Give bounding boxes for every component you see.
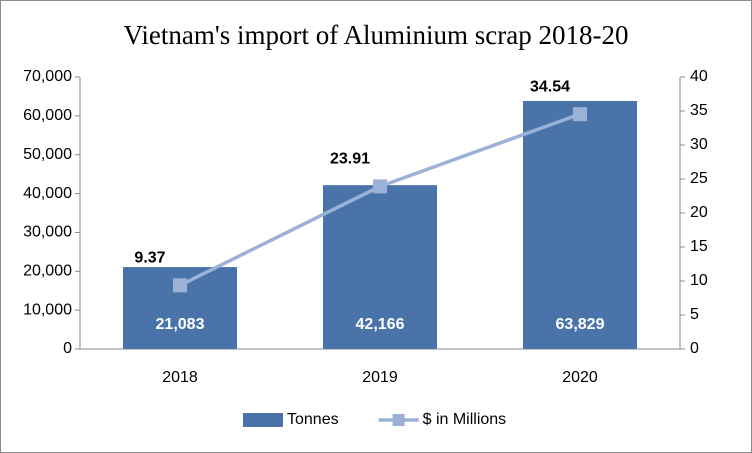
- y2-tick-label: 35: [690, 102, 708, 119]
- chart-title: Vietnam's import of Aluminium scrap 2018…: [124, 20, 629, 50]
- bar-value-label: 63,829: [556, 316, 605, 333]
- y2-tick-label: 15: [690, 238, 708, 255]
- line-marker: [573, 107, 587, 122]
- legend-label: Tonnes: [287, 411, 339, 428]
- line-value-label: 9.37: [134, 250, 165, 267]
- legend-label: $ in Millions: [423, 411, 507, 428]
- y2-tick-label: 30: [690, 136, 708, 153]
- y-tick-label: 30,000: [23, 224, 72, 241]
- y-tick-label: 70,000: [23, 68, 72, 85]
- line-value-label: 34.54: [530, 78, 570, 95]
- y-tick-label: 60,000: [23, 107, 72, 124]
- line-value-label: 23.91: [330, 151, 370, 168]
- bar: [523, 100, 637, 349]
- x-tick-label: 2019: [362, 369, 398, 386]
- y2-tick-label: 0: [690, 340, 699, 357]
- legend-marker: [392, 414, 405, 426]
- bar: [323, 185, 437, 349]
- line-marker: [373, 179, 387, 194]
- bar-value-label: 21,083: [156, 316, 205, 333]
- y-tick-label: 40,000: [23, 185, 72, 202]
- y-tick-label: 20,000: [23, 263, 72, 280]
- y2-tick-label: 25: [690, 170, 708, 187]
- y-tick-label: 10,000: [23, 301, 72, 318]
- line-marker: [173, 278, 187, 293]
- y2-tick-label: 20: [690, 204, 708, 221]
- x-tick-label: 2020: [562, 369, 598, 386]
- y2-tick-label: 40: [690, 68, 708, 85]
- bar-value-label: 42,166: [356, 316, 405, 333]
- y-tick-label: 0: [63, 340, 72, 357]
- y2-tick-label: 10: [690, 272, 708, 289]
- x-tick-label: 2018: [162, 369, 198, 386]
- legend-swatch: [243, 413, 283, 427]
- y-tick-label: 50,000: [23, 146, 72, 163]
- y2-tick-label: 5: [690, 306, 699, 323]
